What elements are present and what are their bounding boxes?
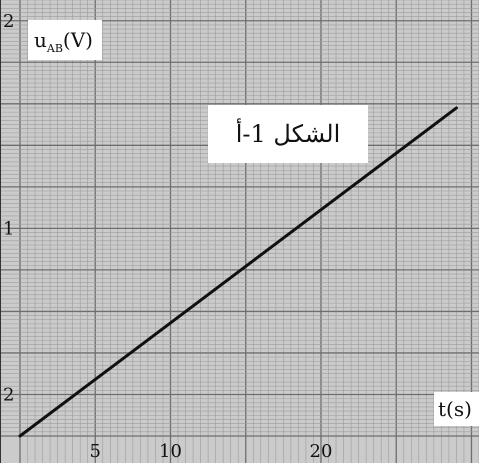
y-axis-label: uAB(V) xyxy=(28,20,102,60)
x-tick-label: 20 xyxy=(310,441,333,462)
y-axis-label-tail: (V) xyxy=(62,28,93,52)
x-axis-label: t(s) xyxy=(434,392,479,426)
y-tick-label: 1 xyxy=(3,218,14,239)
x-tick-label: 5 xyxy=(90,441,101,462)
y-tick-label: 2 xyxy=(3,11,14,32)
x-tick-label: 10 xyxy=(159,441,182,462)
y-axis-label-sub: AB xyxy=(46,42,63,55)
figure-annotation: الشكل 1-أ xyxy=(208,105,368,163)
y-tick-label: 2 xyxy=(3,384,14,405)
y-axis-label-main: u xyxy=(34,28,47,52)
data-line xyxy=(18,106,458,438)
